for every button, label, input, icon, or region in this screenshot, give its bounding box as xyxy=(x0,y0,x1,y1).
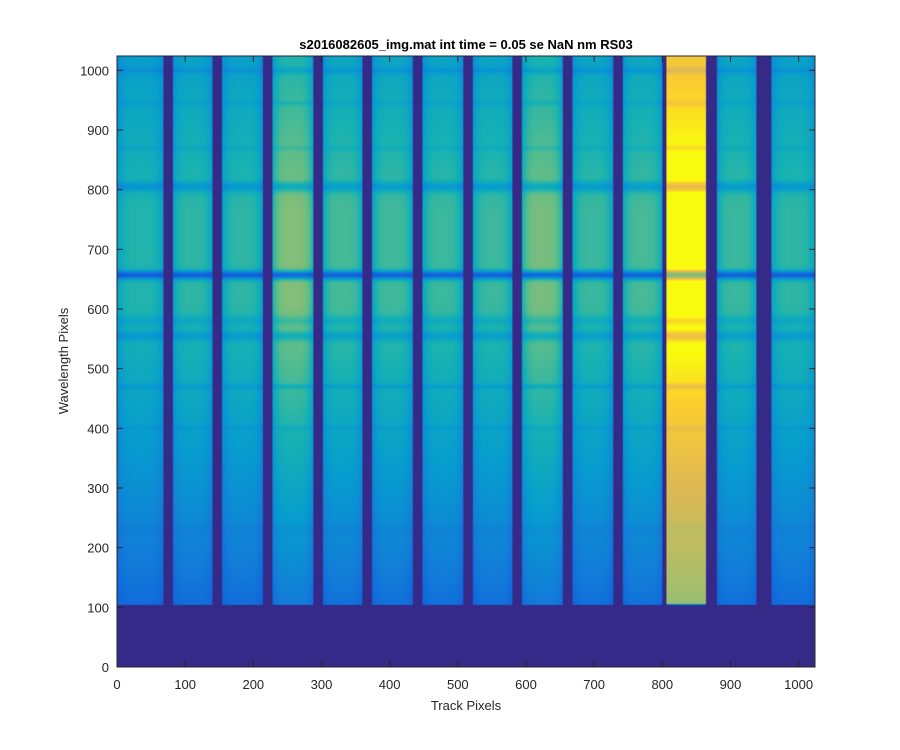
x-tick-label: 100 xyxy=(174,677,196,692)
x-axis-label: Track Pixels xyxy=(431,698,502,713)
x-tick-label: 200 xyxy=(242,677,264,692)
y-tick-label: 1000 xyxy=(80,63,109,78)
y-tick-label: 700 xyxy=(87,242,109,257)
x-tick-label: 300 xyxy=(311,677,333,692)
y-tick-label: 100 xyxy=(87,600,109,615)
y-tick-label: 200 xyxy=(87,541,109,556)
x-tick-label: 500 xyxy=(447,677,469,692)
heatmap-image xyxy=(117,56,815,667)
x-tick-label: 800 xyxy=(651,677,673,692)
plot-frame xyxy=(116,55,816,668)
x-tick-label: 400 xyxy=(379,677,401,692)
y-axis-ticks: 0 100 200 300 400 500 600 700 800 900 1000 xyxy=(80,63,815,675)
x-axis-ticks: 0 100 200 300 400 500 600 700 800 900 1000 xyxy=(113,56,813,692)
x-tick-label: 1000 xyxy=(784,677,813,692)
x-tick-label: 0 xyxy=(113,677,120,692)
x-tick-label: 600 xyxy=(515,677,537,692)
y-tick-label: 600 xyxy=(87,302,109,317)
x-tick-label: 700 xyxy=(583,677,605,692)
y-tick-label: 400 xyxy=(87,421,109,436)
y-tick-label: 800 xyxy=(87,183,109,198)
y-tick-label: 900 xyxy=(87,123,109,138)
y-tick-label: 500 xyxy=(87,362,109,377)
y-tick-label: 300 xyxy=(87,481,109,496)
y-axis-label: Wavelength Pixels xyxy=(56,307,71,414)
plot-area xyxy=(116,55,816,668)
chart-title: s2016082605_img.mat int time = 0.05 se N… xyxy=(299,37,633,52)
x-tick-label: 900 xyxy=(720,677,742,692)
y-tick-label: 0 xyxy=(102,660,109,675)
